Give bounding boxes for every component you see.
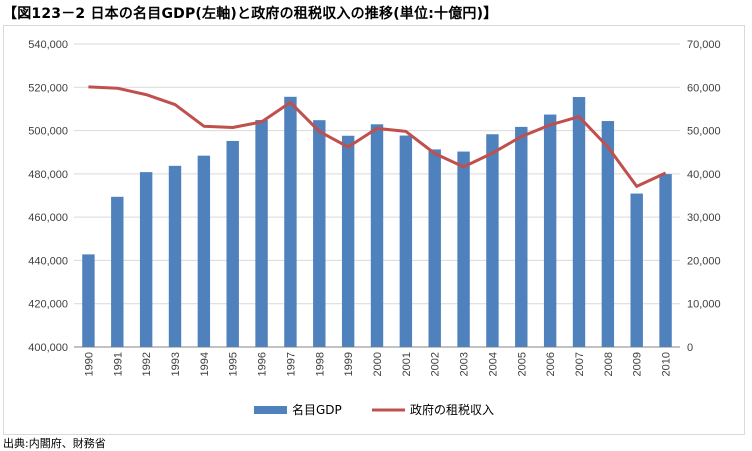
tax-revenue-line <box>88 85 667 188</box>
gdp-bar <box>168 165 182 347</box>
left-tick-label: 440,000 <box>28 255 68 267</box>
x-tick-label: 2003 <box>459 352 471 376</box>
left-tick-label: 520,000 <box>28 82 68 94</box>
left-tick-label: 400,000 <box>28 342 68 354</box>
x-tick-label: 1991 <box>112 352 124 376</box>
gdp-bar <box>255 119 268 347</box>
legend-label-gdp: 名目GDP <box>292 402 342 417</box>
gdp-bar <box>284 96 297 348</box>
x-tick-label: 1995 <box>228 352 240 376</box>
x-tick-label: 1998 <box>314 352 326 376</box>
chart-title: 【図123－2 日本の名目GDP(左軸)と政府の租税収入の推移(単位:十億円)】 <box>3 6 498 22</box>
x-tick-label: 2006 <box>545 352 557 376</box>
left-axis-ticks: 400,000 420,000 440,000 460,000 480,000 500,0… <box>28 39 68 354</box>
gdp-bars <box>82 96 672 348</box>
gdp-bar <box>572 97 586 348</box>
x-tick-label: 2002 <box>430 352 442 376</box>
gdp-bar <box>370 124 384 347</box>
left-tick-label: 540,000 <box>28 39 68 51</box>
x-tick-label: 1996 <box>257 352 269 376</box>
x-tick-label: 1999 <box>343 352 355 376</box>
legend-label-tax: 政府の租税収入 <box>410 402 494 417</box>
gdp-bar <box>82 254 95 347</box>
gdp-bar <box>515 126 528 347</box>
gdp-bar <box>630 193 643 347</box>
left-tick-label: 480,000 <box>28 169 68 181</box>
right-tick-label: 70,000 <box>687 39 721 51</box>
x-tick-label: 2008 <box>603 352 615 376</box>
left-tick-label: 500,000 <box>28 126 68 138</box>
x-axis-ticks: 1990 1991 1992 1993 1994 1995 1996 1997 1998 1999… <box>83 352 672 376</box>
gdp-bar <box>111 196 124 347</box>
x-tick-label: 2009 <box>632 352 644 376</box>
x-tick-label: 1992 <box>141 352 153 376</box>
legend: 名目GDP 政府の租税収入 <box>254 402 494 417</box>
legend-swatch-gdp <box>254 406 287 414</box>
right-tick-label: 0 <box>687 342 693 354</box>
gdp-bar <box>543 114 557 347</box>
gdp-bar <box>601 121 615 347</box>
gdp-bar <box>659 174 672 347</box>
x-tick-label: 1994 <box>199 352 211 376</box>
gdp-bar <box>486 134 499 347</box>
x-tick-label: 1990 <box>83 352 95 376</box>
tax-revenue-series-line <box>88 85 667 188</box>
gdp-bar <box>197 155 211 347</box>
right-tick-label: 30,000 <box>687 212 721 224</box>
right-tick-label: 50,000 <box>687 126 721 138</box>
x-tick-label: 2004 <box>487 352 499 376</box>
gdp-bar <box>226 140 239 347</box>
left-tick-label: 420,000 <box>28 299 68 311</box>
right-tick-label: 60,000 <box>687 82 721 94</box>
x-tick-label: 2010 <box>661 352 673 376</box>
gdp-bar <box>457 151 470 347</box>
source-note: 出典:内閣府、財務省 <box>3 437 106 450</box>
gdp-bar <box>313 120 326 347</box>
right-axis-ticks: 0 10,000 20,000 30,000 40,000 50,000 60,000 70,… <box>687 39 721 354</box>
x-tick-label: 2001 <box>401 352 413 376</box>
gdp-bar <box>341 135 355 347</box>
x-tick-label: 2007 <box>574 352 586 376</box>
x-tick-label: 2005 <box>516 352 528 376</box>
right-tick-label: 40,000 <box>687 169 721 181</box>
left-tick-label: 460,000 <box>28 212 68 224</box>
right-tick-label: 20,000 <box>687 255 721 267</box>
right-tick-label: 10,000 <box>687 299 721 311</box>
gdp-bar <box>139 172 153 347</box>
x-tick-label: 2000 <box>372 352 384 376</box>
x-tick-label: 1993 <box>170 352 182 376</box>
gdp-bar <box>399 135 413 347</box>
gdp-bar <box>428 149 441 347</box>
x-tick-label: 1997 <box>285 352 297 376</box>
